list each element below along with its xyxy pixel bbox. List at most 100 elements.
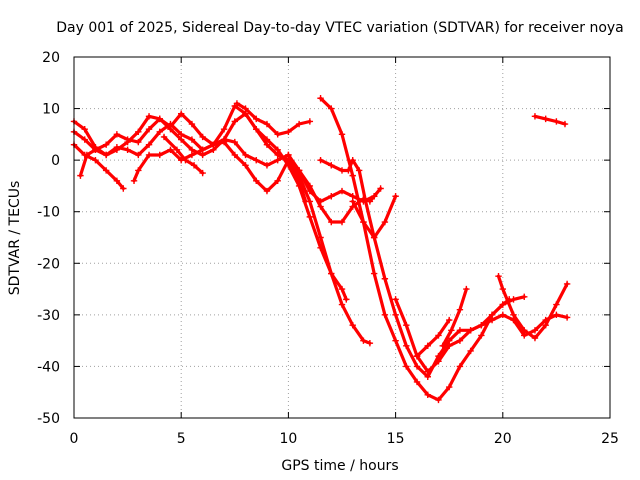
- y-axis-title: SDTVAR / TECUs: [7, 181, 23, 296]
- data-point: [360, 337, 367, 344]
- data-point: [499, 301, 506, 308]
- data-point: [446, 383, 453, 391]
- y-tick-label: -50: [37, 411, 60, 427]
- data-point: [317, 95, 324, 102]
- data-point: [349, 156, 356, 164]
- y-tick-label: -10: [37, 205, 60, 221]
- data-point: [553, 118, 560, 125]
- data-point: [521, 327, 528, 334]
- series-line: [368, 186, 383, 203]
- x-axis-title: GPS time / hours: [281, 458, 398, 474]
- data-point: [377, 185, 384, 192]
- data-point: [274, 146, 281, 154]
- data-point: [343, 296, 350, 303]
- data-point: [381, 275, 389, 282]
- data-point: [478, 321, 485, 329]
- series-line: [415, 318, 451, 358]
- data-point: [467, 347, 474, 355]
- data-point: [424, 391, 431, 398]
- data-point: [274, 156, 281, 164]
- data-point: [349, 172, 356, 179]
- series-line: [496, 274, 569, 340]
- data-point: [199, 169, 206, 177]
- data-point: [167, 120, 174, 128]
- data-point: [435, 332, 442, 339]
- data-point: [317, 244, 324, 252]
- x-tick-label: 10: [279, 431, 297, 447]
- data-point: [156, 115, 163, 123]
- series-track-17: [531, 113, 569, 128]
- data-point: [145, 113, 153, 120]
- series-line: [132, 137, 365, 224]
- data-point: [392, 296, 399, 303]
- data-point: [499, 311, 506, 319]
- data-point: [220, 136, 228, 143]
- data-point: [233, 100, 241, 107]
- data-point: [510, 311, 517, 319]
- data-point: [135, 138, 142, 146]
- data-point: [424, 342, 431, 349]
- data-point: [328, 162, 335, 169]
- data-point: [231, 118, 238, 125]
- data-point: [355, 167, 363, 174]
- series-layer: [70, 95, 571, 404]
- data-point: [370, 270, 378, 277]
- data-point: [188, 136, 196, 143]
- data-point: [467, 327, 474, 334]
- data-point: [413, 378, 421, 386]
- data-point: [81, 151, 88, 159]
- data-point: [274, 177, 281, 184]
- series-track-7: [233, 100, 314, 138]
- data-point: [456, 363, 464, 370]
- data-point: [338, 301, 346, 308]
- data-point: [160, 133, 168, 141]
- data-point: [285, 151, 292, 159]
- data-point: [253, 126, 260, 133]
- data-point: [102, 151, 110, 159]
- data-point: [190, 162, 198, 169]
- data-point: [188, 151, 196, 159]
- series-track-14: [413, 316, 453, 360]
- data-point: [360, 218, 367, 226]
- series-track-12: [366, 185, 384, 205]
- data-point: [263, 136, 271, 143]
- data-point: [210, 141, 217, 148]
- data-point: [295, 167, 303, 174]
- data-point: [295, 120, 303, 128]
- data-point: [366, 198, 374, 205]
- data-point: [403, 363, 410, 370]
- data-point: [317, 198, 324, 205]
- data-point: [231, 151, 238, 159]
- data-point: [338, 218, 346, 226]
- data-point: [274, 131, 281, 138]
- data-point: [456, 337, 464, 344]
- data-point: [381, 311, 389, 319]
- data-point: [328, 218, 335, 226]
- data-point: [113, 144, 121, 151]
- data-point: [285, 128, 292, 135]
- data-point: [113, 131, 121, 138]
- data-point: [92, 156, 99, 164]
- data-point: [253, 177, 260, 184]
- data-point: [145, 151, 153, 159]
- data-point: [306, 213, 314, 221]
- series-track-6: [160, 133, 206, 177]
- x-tick-label: 20: [494, 431, 512, 447]
- data-point: [495, 272, 502, 280]
- data-point: [302, 198, 309, 205]
- data-point: [448, 327, 455, 334]
- data-point: [306, 187, 314, 195]
- data-point: [370, 193, 378, 200]
- axis-ticks: 0 5 10 15 20 25 20 10 0 -10 -20 -30 -40 -50: [37, 50, 619, 447]
- data-point: [338, 285, 346, 293]
- data-point: [446, 316, 453, 324]
- data-point: [156, 128, 163, 135]
- data-point: [392, 311, 399, 319]
- data-point: [563, 314, 571, 321]
- chart-title: Day 001 of 2025, Sidereal Day-to-day VTE…: [56, 20, 624, 36]
- data-point: [553, 311, 560, 319]
- data-point: [463, 285, 470, 293]
- data-point: [145, 126, 153, 133]
- data-point: [349, 198, 356, 205]
